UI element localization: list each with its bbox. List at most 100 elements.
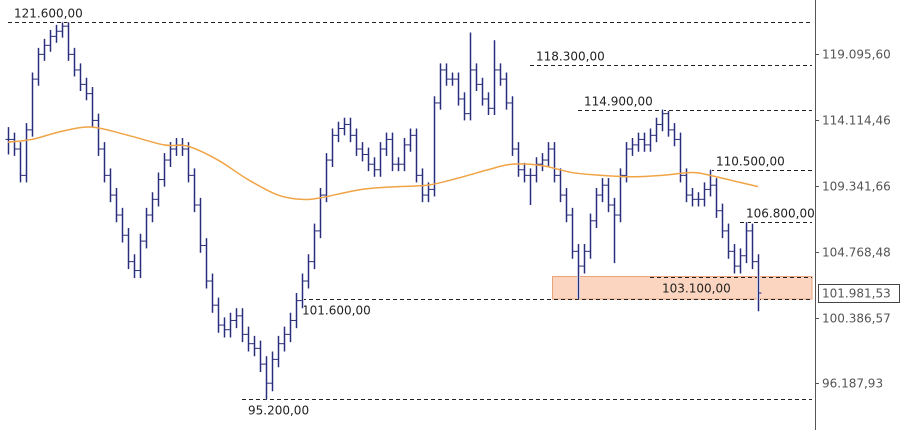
ohlc-bar	[149, 192, 156, 223]
ohlc-bar	[437, 63, 444, 110]
ohlc-bar	[395, 157, 402, 172]
ohlc-bar	[713, 178, 720, 218]
ohlc-bar	[503, 72, 510, 110]
ohlc-bar	[185, 142, 192, 183]
ohlc-bar	[269, 351, 276, 392]
last-price-label: 101.981,53	[822, 287, 891, 301]
ohlc-bar	[47, 29, 54, 52]
ohlc-bar	[215, 297, 222, 333]
ohlc-bar	[65, 22, 72, 61]
ohlc-bar	[413, 128, 420, 183]
ohlc-bar	[257, 340, 264, 373]
ohlc-bar	[605, 178, 612, 213]
ohlc-bar	[509, 96, 516, 156]
ohlc-bar	[479, 77, 486, 106]
ohlc-bar	[719, 203, 726, 239]
ohlc-bar	[317, 187, 324, 239]
ohlc-bar	[497, 63, 504, 86]
ohlc-bar	[755, 254, 762, 312]
ohlc-bar	[707, 169, 714, 197]
ohlc-bar	[671, 123, 678, 147]
ohlc-bar	[533, 157, 540, 183]
ohlc-bar	[743, 222, 750, 264]
axis-tick-label: 119.095,60	[822, 48, 891, 62]
level-label: 110.500,00	[716, 155, 785, 169]
axis-tick-label: 104.768,48	[822, 246, 891, 260]
ohlc-bar	[695, 192, 702, 207]
ohlc-bar	[599, 178, 606, 203]
ohlc-bar	[365, 147, 372, 172]
ohlc-bar	[95, 113, 102, 156]
ohlc-bar	[341, 117, 348, 136]
ohlc-bar	[455, 72, 462, 106]
ohlc-bar	[665, 110, 672, 137]
level-label: 95.200,00	[248, 404, 309, 418]
level-label: 106.800,00	[746, 207, 815, 221]
ohlc-bar	[521, 162, 528, 183]
ohlc-bar	[245, 326, 252, 352]
moving-average-line	[7, 126, 759, 201]
ohlc-bar	[11, 132, 18, 156]
ohlc-bar	[323, 153, 330, 203]
ohlc-bar	[557, 168, 564, 203]
ohlc-bar	[569, 207, 576, 259]
ohlc-bar	[347, 117, 354, 143]
ohlc-bar	[431, 96, 438, 197]
ohlc-bar	[155, 172, 162, 207]
ohlc-bar	[653, 117, 660, 143]
ohlc-bar	[311, 223, 318, 270]
ohlc-bar	[629, 138, 636, 156]
ohlc-bar	[179, 138, 186, 156]
ohlc-bar	[233, 308, 240, 329]
ohlc-bar	[515, 142, 522, 177]
ohlc-bar	[359, 142, 366, 162]
ohlc-bar	[143, 207, 150, 249]
axis-tick-label: 109.341,66	[822, 180, 891, 194]
ohlc-bar	[329, 128, 336, 167]
ohlc-bar	[71, 47, 78, 77]
ohlc-bar	[167, 142, 174, 167]
ohlc-bar	[41, 38, 48, 61]
ohlc-bar	[677, 132, 684, 183]
level-label: 121.600,00	[14, 7, 83, 21]
ohlc-bar	[203, 238, 210, 289]
ohlc-bar	[5, 127, 12, 155]
ohlc-bar	[389, 132, 396, 172]
ohlc-bar	[401, 138, 408, 172]
ohlc-bar	[617, 168, 624, 223]
ohlc-bar	[545, 142, 552, 167]
ohlc-bar	[683, 168, 690, 203]
ohlc-bar	[275, 335, 282, 368]
ohlc-bar	[239, 308, 246, 343]
ohlc-bar	[293, 293, 300, 329]
ohlc-bars-layer	[5, 22, 762, 400]
ohlc-bar	[353, 128, 360, 156]
ohlc-bar	[623, 142, 630, 183]
last-price-box	[818, 284, 900, 303]
ohlc-bar	[725, 223, 732, 259]
ohlc-bar	[587, 213, 594, 259]
ohlc-bar	[89, 87, 96, 128]
ohlc-bar	[107, 168, 114, 203]
ohlc-bar	[611, 197, 618, 264]
ohlc-bar	[449, 72, 456, 86]
ohlc-bar	[287, 312, 294, 343]
ohlc-bar	[581, 244, 588, 274]
ohlc-bar	[473, 63, 480, 91]
ohlc-bar	[461, 92, 468, 121]
ohlc-bar	[113, 187, 120, 223]
ohlc-bar	[263, 356, 270, 400]
ohlc-bar	[101, 142, 108, 183]
ohlc-bar	[281, 326, 288, 352]
ohlc-bar	[305, 254, 312, 289]
ohlc-bar	[137, 233, 144, 279]
ohlc-bar	[83, 77, 90, 101]
ohlc-bar	[29, 72, 36, 137]
ohlc-bar	[731, 244, 738, 274]
ohlc-bar	[575, 244, 582, 300]
ohlc-bar	[701, 182, 708, 207]
axis-tick-label: 100.386,57	[822, 312, 891, 326]
ohlc-bar	[227, 312, 234, 338]
ohlc-bar	[467, 32, 474, 121]
